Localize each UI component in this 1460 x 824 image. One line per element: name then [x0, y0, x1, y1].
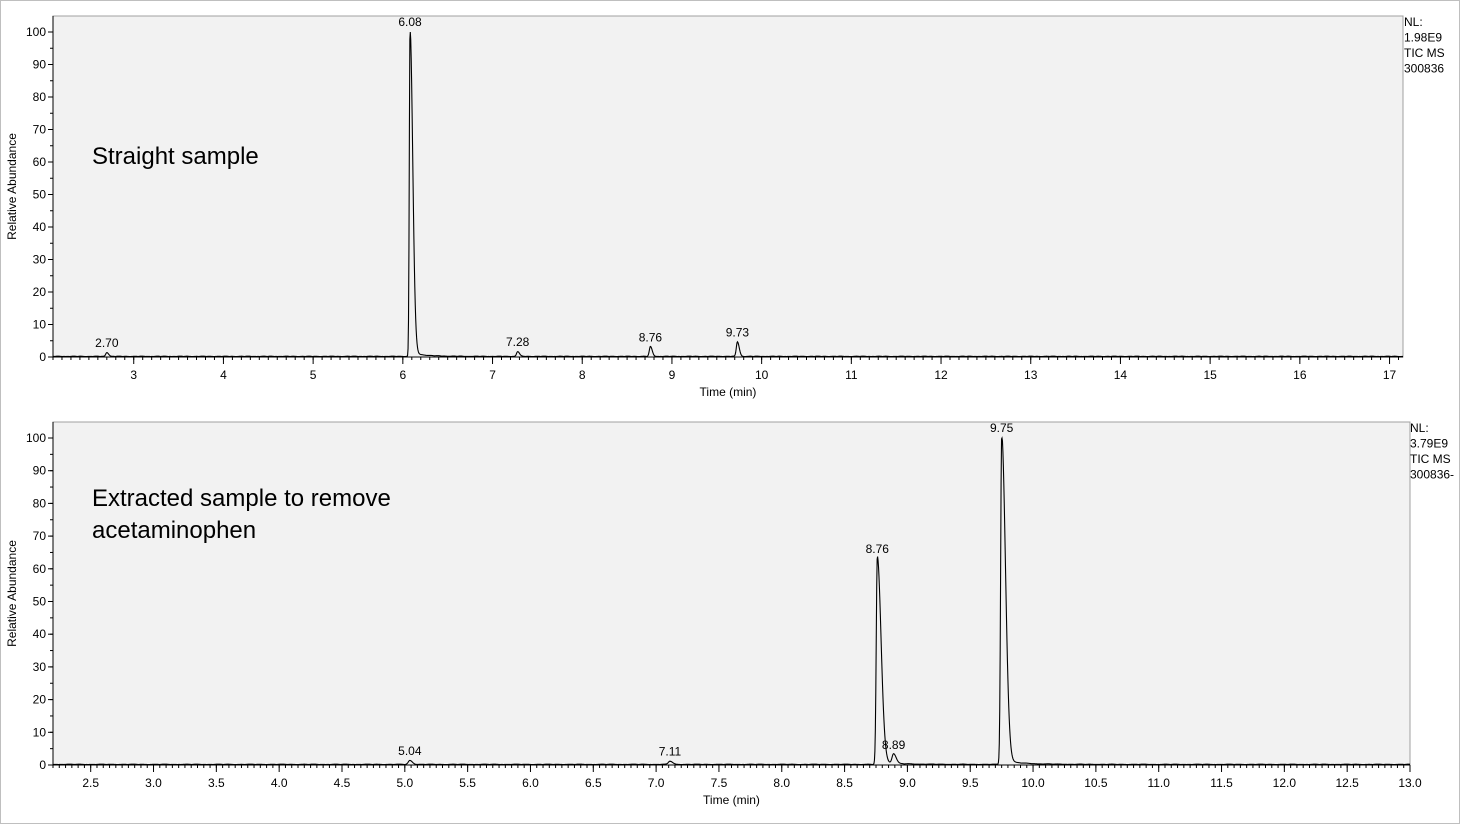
- side-info-line: 300836: [1404, 62, 1444, 76]
- y-tick-label: 30: [33, 660, 47, 674]
- x-tick-label: 16: [1293, 368, 1307, 382]
- y-tick-label: 10: [33, 725, 47, 739]
- y-tick-label: 20: [33, 693, 47, 707]
- tic-trace: [52, 31, 1404, 358]
- y-tick-label: 70: [33, 529, 47, 543]
- x-tick-label: 13.0: [1398, 776, 1422, 790]
- x-tick-label: 7.5: [711, 776, 728, 790]
- y-tick-label: 90: [33, 58, 47, 72]
- peak-label: 8.76: [639, 330, 663, 344]
- x-tick-label: 6.5: [585, 776, 602, 790]
- x-tick-label: 10.0: [1021, 776, 1045, 790]
- peak-label: 8.76: [866, 542, 890, 556]
- x-tick-label: 4.5: [334, 776, 351, 790]
- side-info-line: NL:: [1404, 15, 1423, 29]
- x-tick-label: 3.5: [208, 776, 225, 790]
- x-tick-label: 7.0: [648, 776, 665, 790]
- x-tick-label: 17: [1383, 368, 1397, 382]
- x-tick-label: 11.5: [1210, 776, 1233, 790]
- x-tick-label: 10: [755, 368, 769, 382]
- x-tick-label: 11: [845, 368, 858, 382]
- x-tick-label: 3: [130, 368, 137, 382]
- x-tick-label: 5.0: [396, 776, 413, 790]
- tic-trace: [53, 436, 1410, 766]
- x-tick-label: 13: [1024, 368, 1038, 382]
- peak-label: 6.08: [398, 15, 422, 29]
- y-tick-label: 100: [26, 431, 46, 445]
- x-tick-label: 7: [489, 368, 496, 382]
- x-tick-label: 10.5: [1084, 776, 1108, 790]
- y-axis-label: Relative Abundance: [5, 133, 19, 240]
- y-tick-label: 10: [33, 318, 47, 332]
- chromatogram-panel-1: 0 10 20 30 40 50 60 70 80 90 100 3 4 5 6 7 8 9 10 11 12 13 14 1…: [5, 15, 1445, 399]
- x-tick-label: 11.0: [1147, 776, 1170, 790]
- x-tick-label: 15: [1203, 368, 1217, 382]
- y-tick-label: 70: [33, 123, 47, 137]
- x-tick-label: 14: [1114, 368, 1128, 382]
- y-tick-label: 60: [33, 562, 47, 576]
- peak-label: 8.89: [882, 738, 906, 752]
- y-tick-label: 80: [33, 496, 47, 510]
- y-tick-label: 40: [33, 627, 47, 641]
- x-tick-label: 12.5: [1335, 776, 1359, 790]
- x-tick-label: 6.0: [522, 776, 539, 790]
- x-tick-label: 4: [220, 368, 227, 382]
- x-tick-label: 9.5: [962, 776, 979, 790]
- y-tick-label: 40: [33, 220, 47, 234]
- sample-annotation: Straight sample: [92, 143, 259, 170]
- plot-area: [52, 421, 1411, 766]
- y-tick-label: 100: [26, 25, 46, 39]
- x-tick-label: 9.0: [899, 776, 916, 790]
- x-tick-label: 6: [399, 368, 406, 382]
- y-tick-label: 0: [39, 350, 46, 364]
- x-axis-label: Time (min): [700, 385, 757, 399]
- y-tick-label: 50: [33, 595, 47, 609]
- x-tick-label: 4.0: [271, 776, 288, 790]
- y-tick-label: 90: [33, 464, 47, 478]
- y-tick-label: 0: [39, 758, 46, 772]
- plot-area: [52, 15, 1404, 358]
- y-tick-label: 20: [33, 285, 47, 299]
- y-tick-label: 30: [33, 253, 47, 267]
- x-tick-label: 12.0: [1273, 776, 1297, 790]
- side-info-line: 1.98E9: [1404, 31, 1442, 45]
- x-tick-label: 3.0: [145, 776, 162, 790]
- x-tick-label: 9: [669, 368, 676, 382]
- x-tick-label: 5.5: [459, 776, 476, 790]
- x-tick-label: 5: [310, 368, 317, 382]
- y-tick-label: 50: [33, 188, 47, 202]
- chromatogram-panel-2: 0 10 20 30 40 50 60 70 80 90 100 2.5 3.0 3.5 4.0 4.5 5.0…: [5, 421, 1454, 807]
- peak-label: 7.28: [506, 335, 530, 349]
- y-axis-label: Relative Abundance: [5, 540, 19, 647]
- x-tick-label: 12: [934, 368, 948, 382]
- x-tick-label: 8.0: [773, 776, 790, 790]
- side-info-line: TIC MS: [1410, 452, 1451, 466]
- side-info-line: NL:: [1410, 421, 1429, 435]
- side-info-line: TIC MS: [1404, 46, 1445, 60]
- peak-label: 2.70: [95, 336, 119, 350]
- peak-label: 5.04: [398, 744, 422, 758]
- x-tick-label: 8.5: [836, 776, 853, 790]
- y-tick-label: 60: [33, 155, 47, 169]
- sample-annotation-line: acetaminophen: [92, 517, 256, 544]
- x-tick-label: 2.5: [82, 776, 99, 790]
- side-info-line: 3.79E9: [1410, 437, 1448, 451]
- peak-label: 7.11: [659, 745, 682, 759]
- side-info-line: 300836-: [1410, 468, 1454, 482]
- sample-annotation-line: Extracted sample to remove: [92, 485, 391, 512]
- y-tick-label: 80: [33, 90, 47, 104]
- x-axis-label: Time (min): [703, 793, 760, 807]
- peak-label: 9.73: [726, 325, 750, 339]
- peak-label: 9.75: [990, 421, 1014, 435]
- x-tick-label: 8: [579, 368, 586, 382]
